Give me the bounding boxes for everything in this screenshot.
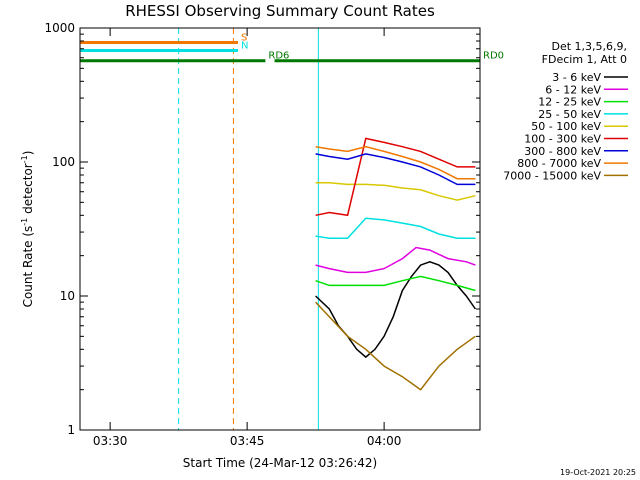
x-axis-label: Start Time (24-Mar-12 03:26:42): [183, 456, 377, 470]
axis-ticks: 03:30 03:45 04:00 1 10 100 1000: [44, 21, 480, 448]
y-tick-label: 100: [52, 155, 75, 169]
legend-label: 25 - 50 keV: [538, 108, 601, 121]
legend: Det 1,3,5,6,9, FDecim 1, Att 0 3 - 6 keV…: [503, 40, 628, 182]
state-bars: SN RD0 RD6: [80, 32, 504, 63]
y-axis-label-sup2: -1: [20, 155, 29, 163]
generation-timestamp: 19-Oct-2021 20:25: [560, 468, 636, 477]
series-line: [315, 153, 476, 186]
y-axis-label-mid: detector: [21, 163, 35, 218]
series-line: [315, 137, 476, 217]
legend-label: 3 - 6 keV: [552, 71, 601, 84]
series-line: [315, 301, 476, 391]
series-layer: [178, 28, 477, 430]
state-label-saa: S: [241, 32, 247, 43]
y-axis-label-sup1: -1: [20, 218, 29, 226]
series-line: [315, 275, 476, 292]
y-axis-label-main: Count Rate (s: [21, 226, 35, 308]
state-label-rd6: RD6: [268, 51, 289, 62]
legend-header-1: Det 1,3,5,6,9,: [551, 40, 627, 53]
legend-label: 6 - 12 keV: [545, 83, 601, 96]
chart-title: RHESSI Observing Summary Count Rates: [125, 2, 435, 20]
series-line: [315, 217, 476, 239]
legend-label: 100 - 300 keV: [524, 133, 601, 146]
x-tick-label: 03:30: [93, 434, 128, 448]
legend-label: 12 - 25 keV: [538, 96, 601, 109]
y-axis-label-end: ): [21, 151, 35, 156]
state-label-rd0: RD0: [483, 51, 504, 62]
x-tick-label: 04:00: [367, 434, 402, 448]
y-tick-label: 1000: [44, 21, 75, 35]
plot-frame: [79, 27, 481, 431]
state-label-night: N: [241, 40, 248, 51]
series-line: [315, 145, 476, 180]
series-line: [315, 246, 476, 274]
series-line: [315, 261, 477, 359]
legend-label: 300 - 800 keV: [524, 145, 601, 158]
legend-label: 800 - 7000 keV: [517, 157, 601, 170]
legend-label: 7000 - 15000 keV: [503, 169, 601, 182]
y-axis-label: Count Rate (s-1 detector-1): [20, 151, 35, 308]
legend-label: 50 - 100 keV: [531, 120, 601, 133]
x-tick-label: 03:45: [230, 434, 265, 448]
y-tick-label: 10: [60, 289, 75, 303]
legend-header-2: FDecim 1, Att 0: [542, 53, 627, 66]
series-line: [315, 182, 476, 201]
y-tick-label: 1: [67, 423, 75, 437]
